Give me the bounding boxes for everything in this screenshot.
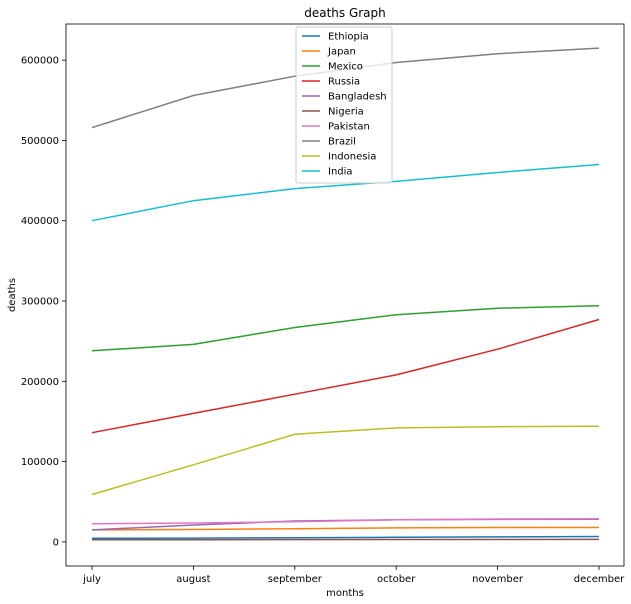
y-tick-label: 300000 <box>21 297 59 308</box>
series-line-india <box>91 163 600 222</box>
legend-label: Mexico <box>328 62 363 73</box>
x-axis-ticks: july august september october november decemb… <box>82 566 625 585</box>
x-tick-label: august <box>176 574 210 585</box>
x-tick-label: october <box>377 574 416 585</box>
series-line-russia <box>91 318 600 434</box>
series-line-indonesia <box>91 425 600 496</box>
y-tick-label: 400000 <box>21 216 59 227</box>
legend-label: India <box>328 167 353 178</box>
series-line-pakistan <box>91 518 600 525</box>
series-line-ethiopia <box>91 535 600 540</box>
series-layer <box>91 47 600 541</box>
x-tick-label: july <box>82 574 101 585</box>
legend-label: Brazil <box>328 137 356 148</box>
legend: Ethiopia Japan Mexico Russia Bangladesh Niger… <box>295 26 393 184</box>
x-axis-label: months <box>326 588 364 599</box>
x-tick-label: september <box>268 574 323 585</box>
y-tick-label: 200000 <box>21 377 59 388</box>
x-tick-label: november <box>472 574 524 585</box>
x-tick-label: december <box>574 574 625 585</box>
y-tick-label: 600000 <box>21 56 59 67</box>
y-axis-label: deaths <box>7 278 18 312</box>
legend-label: Pakistan <box>328 122 370 133</box>
chart-title: deaths Graph <box>304 6 386 20</box>
y-axis-ticks: 0 100000 200000 300000 400000 500000 600000 <box>21 56 66 548</box>
plot-area <box>65 23 625 567</box>
legend-label: Indonesia <box>328 152 376 163</box>
legend-label: Nigeria <box>328 107 364 118</box>
legend-label: Ethiopia <box>328 32 369 43</box>
legend-label: Japan <box>327 47 356 58</box>
series-line-mexico <box>91 305 600 352</box>
y-tick-label: 100000 <box>21 457 59 468</box>
legend-label: Bangladesh <box>328 92 387 103</box>
legend-label: Russia <box>328 77 360 88</box>
series-line-japan <box>91 526 599 531</box>
y-tick-label: 500000 <box>21 136 59 147</box>
y-tick-label: 0 <box>53 537 59 548</box>
